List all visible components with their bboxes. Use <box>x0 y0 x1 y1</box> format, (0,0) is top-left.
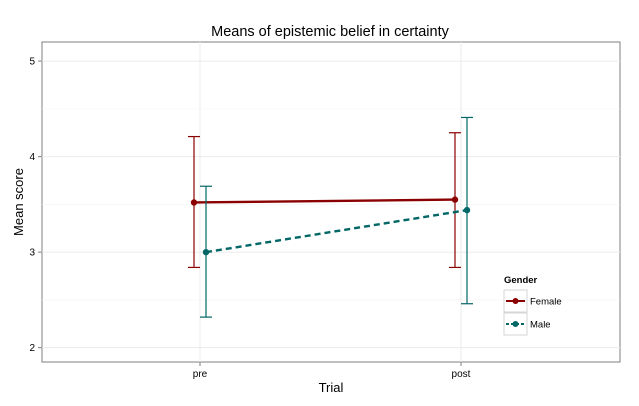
chart-marks <box>188 116 473 318</box>
data-point-male <box>202 248 210 256</box>
legend-label-male: Male <box>530 320 551 331</box>
series-line-female <box>193 198 456 204</box>
legend-items: Female Male <box>503 289 562 336</box>
x-axis-title: Trial <box>319 380 344 395</box>
plot-area <box>41 41 621 363</box>
x-tick-label: pre <box>193 369 208 380</box>
x-tick-label: post <box>452 369 471 380</box>
legend-key-point <box>512 298 519 304</box>
data-point-male <box>463 206 471 214</box>
y-axis-title: Mean score <box>11 168 26 236</box>
grid <box>42 42 620 362</box>
series-line-male <box>205 208 468 254</box>
y-tick-label: 2 <box>29 343 35 354</box>
legend-label-female: Female <box>530 297 562 308</box>
y-tick-label: 3 <box>29 248 35 259</box>
legend-title: Gender <box>504 275 538 286</box>
y-tick-label: 5 <box>29 57 35 68</box>
y-tick-label: 4 <box>29 152 35 163</box>
x-axis: pre post <box>193 362 471 380</box>
legend-key-point <box>512 321 519 327</box>
y-axis: 2 3 4 5 <box>29 57 42 354</box>
data-point-female <box>190 199 198 206</box>
legend: Gender Female Male <box>503 275 562 336</box>
data-point-female <box>451 196 459 203</box>
chart-title: Means of epistemic belief in certainty <box>211 24 449 40</box>
